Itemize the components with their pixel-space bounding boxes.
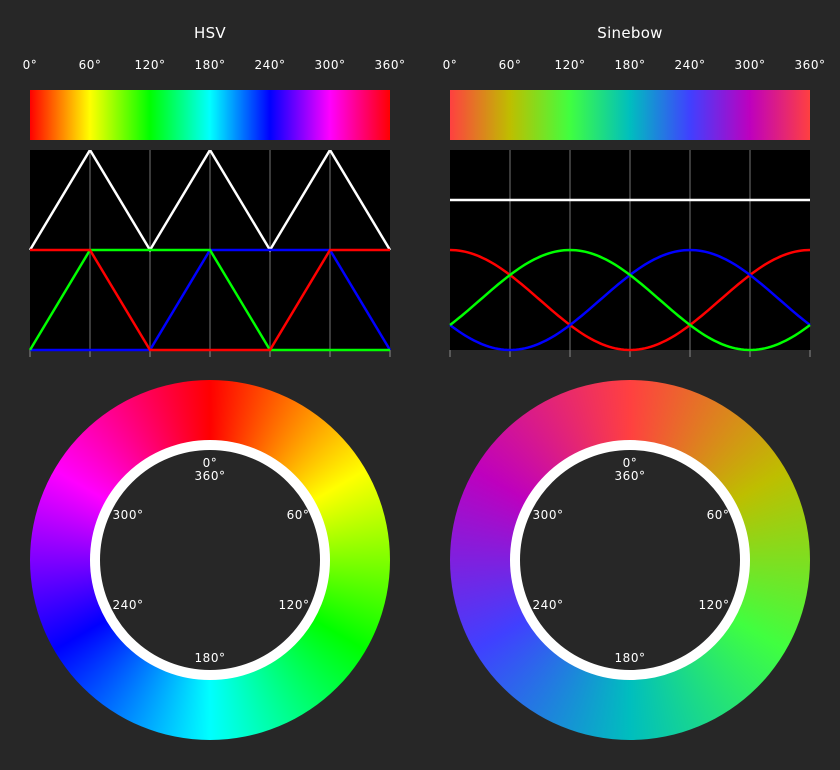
sinebow-color-wheel: 0° 360° 60° 120° 180° 240° 300° bbox=[450, 380, 810, 740]
hue-gradient-bar bbox=[30, 90, 390, 140]
tick-label-300: 300° bbox=[734, 58, 766, 72]
tick-label-0: 0° bbox=[22, 58, 38, 72]
tick-label-300: 300° bbox=[314, 58, 346, 72]
tick-label-0: 0° bbox=[442, 58, 458, 72]
hsv-color-wheel: 0° 360° 60° 120° 180° 240° 300° bbox=[30, 380, 390, 740]
wheel-label-180: 180° bbox=[194, 651, 226, 665]
tick-label-360: 360° bbox=[794, 58, 826, 72]
wheel-label-0: 0° bbox=[622, 456, 638, 470]
tick-label-120: 120° bbox=[134, 58, 166, 72]
wheel-label-240: 240° bbox=[112, 598, 144, 612]
wheel-label-120: 120° bbox=[278, 598, 310, 612]
wheel-center bbox=[510, 440, 750, 680]
wheel-label-300: 300° bbox=[532, 508, 564, 522]
tick-label-60: 60° bbox=[78, 58, 102, 72]
tick-label-360: 360° bbox=[374, 58, 406, 72]
panel-title: Sinebow bbox=[597, 24, 663, 42]
wheel-label-60: 60° bbox=[286, 508, 310, 522]
plot-gridlines bbox=[509, 150, 751, 350]
wheel-label-0: 0° bbox=[202, 456, 218, 470]
wheel-label-120: 120° bbox=[698, 598, 730, 612]
tick-label-180: 180° bbox=[194, 58, 226, 72]
wheel-label-300: 300° bbox=[112, 508, 144, 522]
hsv-panel: HSV 0° 60° 120° 180° 240° 300° 360° bbox=[22, 24, 406, 740]
wheel-center bbox=[90, 440, 330, 680]
green-curve bbox=[28, 248, 390, 352]
wheel-label-240: 240° bbox=[532, 598, 564, 612]
sinebow-panel: Sinebow 0° 60° 120° 180° 240° 300° 360° bbox=[420, 0, 840, 770]
tick-label-240: 240° bbox=[254, 58, 286, 72]
wheel-label-180: 180° bbox=[614, 651, 646, 665]
panel-title: HSV bbox=[194, 24, 226, 42]
wheel-label-360: 360° bbox=[614, 469, 646, 483]
tick-label-180: 180° bbox=[614, 58, 646, 72]
tick-label-240: 240° bbox=[674, 58, 706, 72]
tick-label-60: 60° bbox=[498, 58, 522, 72]
hsv-channel-plot bbox=[28, 150, 392, 357]
sinebow-channel-plot bbox=[449, 150, 811, 357]
wheel-label-360: 360° bbox=[194, 469, 226, 483]
red-curve bbox=[30, 248, 390, 352]
hue-gradient-bar bbox=[450, 90, 810, 140]
tick-label-120: 120° bbox=[554, 58, 586, 72]
wheel-label-60: 60° bbox=[706, 508, 730, 522]
green-curve bbox=[449, 248, 811, 352]
